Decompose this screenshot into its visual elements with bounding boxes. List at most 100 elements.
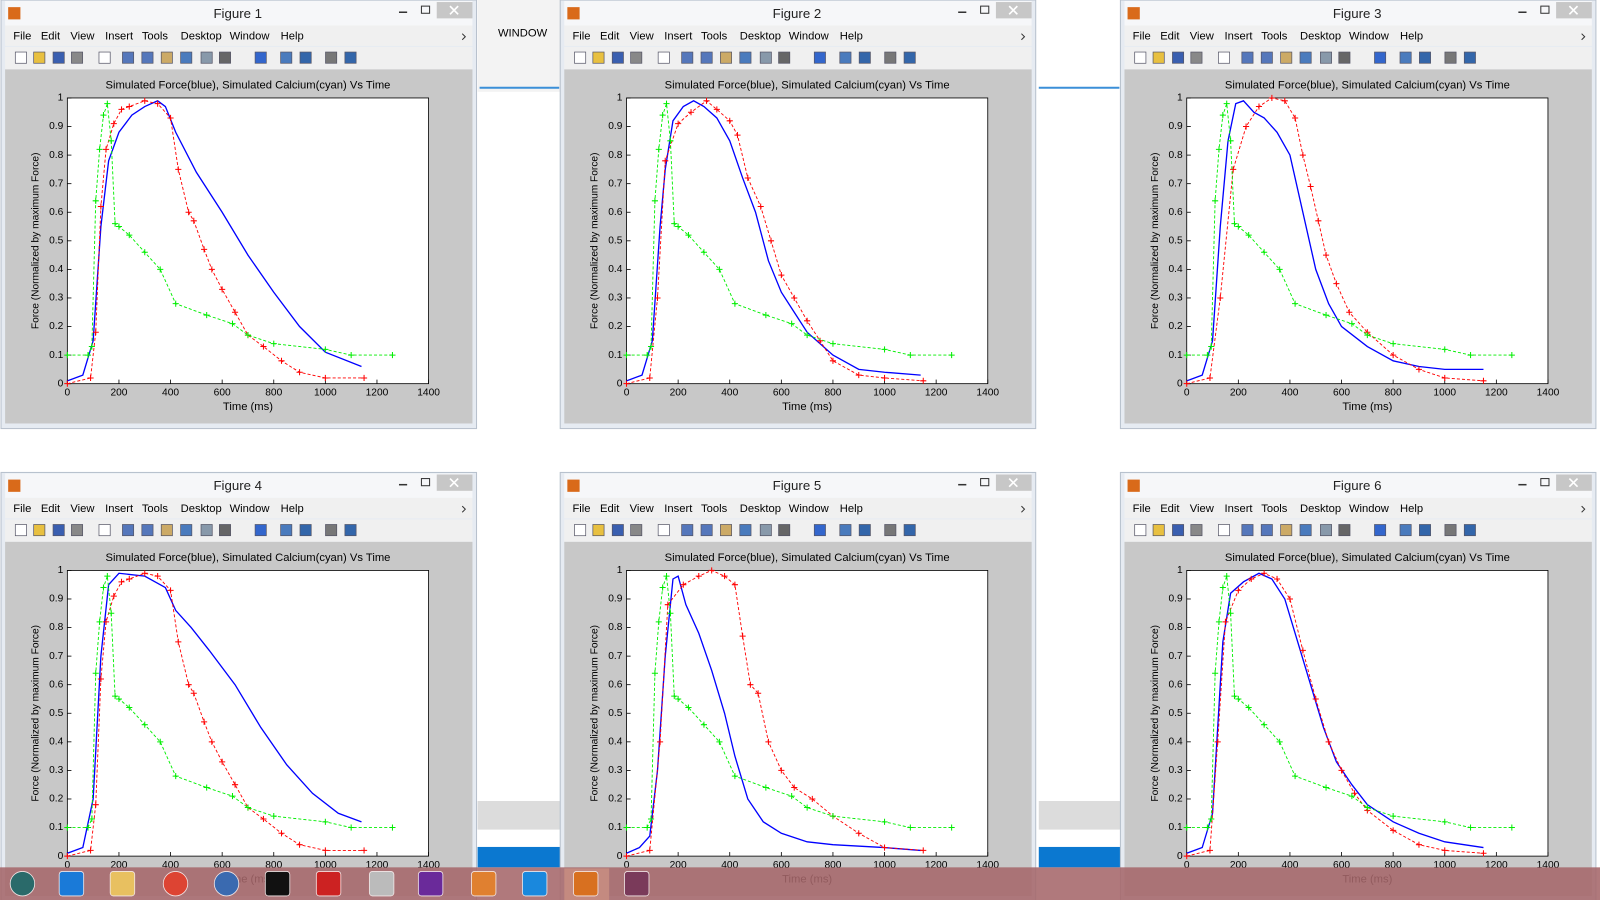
toolbar-button[interactable] [611, 524, 624, 537]
taskbar-button[interactable] [58, 871, 85, 897]
menu-item[interactable]: Tools [142, 31, 169, 43]
menu-item[interactable]: Insert [664, 503, 693, 515]
menu-item[interactable]: Help [840, 31, 863, 43]
toolbar-button[interactable] [71, 51, 84, 64]
menu-item[interactable]: Insert [105, 31, 134, 43]
taskbar-button[interactable] [573, 871, 599, 897]
toolbar-button[interactable] [1338, 51, 1351, 64]
toolbar-button[interactable] [1152, 524, 1165, 537]
toolbar-button[interactable] [778, 51, 791, 64]
toolbar-button[interactable] [574, 524, 587, 537]
toolbar-button[interactable] [71, 524, 84, 537]
toolbar-button[interactable] [280, 524, 293, 537]
menu-item[interactable]: View [630, 31, 655, 43]
toolbar-button[interactable] [813, 524, 826, 537]
toolbar-button[interactable] [720, 51, 732, 64]
toolbar-button[interactable] [700, 524, 713, 537]
menu-item[interactable]: Insert [105, 503, 134, 515]
toolbar-button[interactable] [325, 51, 338, 64]
menu-item[interactable]: Tools [1261, 31, 1288, 43]
toolbar-button[interactable] [657, 524, 670, 537]
taskbar-button[interactable] [9, 871, 36, 897]
maximize-button[interactable] [1540, 5, 1550, 14]
menu-item[interactable]: Tools [142, 503, 169, 515]
toolbar-button[interactable] [720, 524, 732, 537]
toolbar-button[interactable] [1444, 524, 1457, 537]
taskbar-button[interactable] [213, 871, 240, 897]
toolbar-button[interactable] [219, 524, 231, 537]
toolbar-button[interactable] [884, 524, 897, 537]
toolbar-button[interactable] [884, 51, 897, 64]
toolbar-button[interactable] [592, 51, 605, 64]
taskbar-button[interactable] [315, 871, 342, 897]
menu-item[interactable]: Edit [1160, 31, 1180, 43]
toolbar-button[interactable] [1374, 51, 1387, 64]
toolbar-button[interactable] [1190, 524, 1203, 537]
maximize-button[interactable] [420, 478, 431, 487]
toolbar-button[interactable] [1280, 524, 1293, 537]
toolbar-button[interactable] [141, 51, 154, 64]
toolbar-button[interactable] [160, 51, 173, 64]
menu-overflow[interactable] [461, 33, 467, 41]
menu-item[interactable]: Help [281, 31, 304, 43]
menu-item[interactable]: Insert [664, 31, 693, 43]
menu-item[interactable]: File [572, 31, 590, 43]
maximize-button[interactable] [420, 5, 431, 14]
toolbar-button[interactable] [858, 524, 871, 537]
toolbar-button[interactable] [903, 51, 916, 64]
menu-item[interactable]: File [572, 503, 590, 515]
toolbar-button[interactable] [344, 51, 357, 64]
toolbar-button[interactable] [1172, 524, 1185, 537]
menu-item[interactable]: Window [1349, 31, 1390, 43]
toolbar-button[interactable] [180, 51, 193, 64]
toolbar-button[interactable] [1399, 524, 1412, 537]
toolbar-button[interactable] [200, 51, 213, 64]
taskbar-button[interactable] [624, 871, 650, 897]
toolbar-button[interactable] [254, 524, 267, 537]
toolbar-button[interactable] [813, 51, 826, 64]
menu-item[interactable]: Edit [600, 503, 620, 515]
toolbar-button[interactable] [1419, 51, 1431, 64]
toolbar-button[interactable] [1134, 51, 1147, 64]
taskbar-button[interactable] [264, 871, 291, 897]
menu-item[interactable]: Tools [701, 31, 728, 43]
menu-overflow[interactable] [1581, 33, 1586, 41]
toolbar-button[interactable] [1463, 524, 1476, 537]
menu-item[interactable]: View [1190, 503, 1215, 515]
menu-item[interactable]: Window [230, 503, 271, 515]
toolbar-button[interactable] [141, 524, 154, 537]
toolbar-button[interactable] [630, 51, 643, 64]
menu-item[interactable]: Help [1400, 503, 1423, 515]
menu-overflow[interactable] [1021, 33, 1026, 41]
menu-item[interactable]: Desktop [181, 31, 222, 43]
toolbar-button[interactable] [1338, 524, 1351, 537]
toolbar-button[interactable] [254, 51, 267, 64]
menu-item[interactable]: Window [789, 503, 830, 515]
menu-item[interactable]: Tools [1261, 503, 1288, 515]
menu-item[interactable]: Edit [41, 503, 61, 515]
toolbar-button[interactable] [52, 51, 65, 64]
menu-item[interactable]: Desktop [740, 31, 781, 43]
toolbar-button[interactable] [1374, 524, 1387, 537]
toolbar-button[interactable] [778, 524, 791, 537]
menu-item[interactable]: File [1133, 31, 1151, 43]
toolbar-button[interactable] [657, 51, 670, 64]
toolbar-button[interactable] [1152, 51, 1165, 64]
toolbar-button[interactable] [325, 524, 338, 537]
toolbar-button[interactable] [858, 51, 871, 64]
toolbar-button[interactable] [14, 524, 27, 537]
menu-item[interactable]: File [1133, 503, 1151, 515]
toolbar-button[interactable] [1260, 51, 1273, 64]
menu-item[interactable]: Desktop [1300, 503, 1341, 515]
menu-item[interactable]: View [70, 31, 95, 43]
taskbar-button[interactable] [109, 871, 136, 897]
toolbar-button[interactable] [592, 524, 605, 537]
menu-item[interactable]: Edit [1160, 503, 1180, 515]
toolbar-button[interactable] [1241, 51, 1254, 64]
toolbar-button[interactable] [1299, 51, 1312, 64]
toolbar-button[interactable] [33, 524, 46, 537]
menu-item[interactable]: Tools [701, 503, 728, 515]
toolbar-button[interactable] [739, 51, 752, 64]
toolbar-button[interactable] [1463, 51, 1476, 64]
toolbar-button[interactable] [122, 524, 135, 537]
